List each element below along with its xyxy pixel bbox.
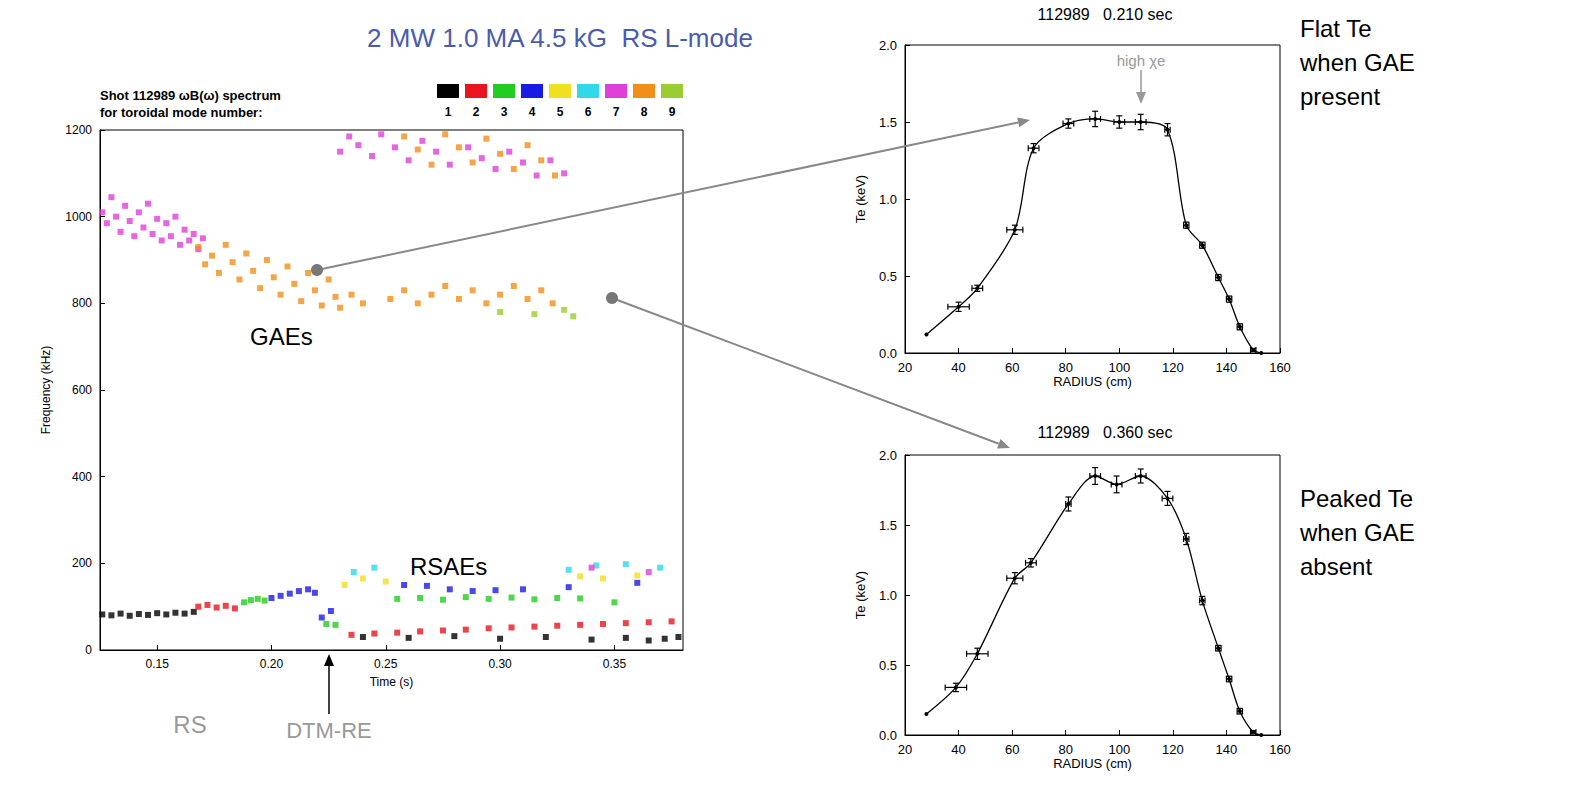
svg-text:0.30: 0.30 — [488, 657, 512, 671]
svg-text:112989 0.210 sec: 112989 0.210 sec — [1038, 6, 1173, 23]
svg-text:8: 8 — [641, 105, 648, 119]
svg-text:2.0: 2.0 — [879, 38, 897, 53]
svg-text:0.25: 0.25 — [374, 657, 398, 671]
svg-text:40: 40 — [951, 742, 965, 757]
svg-text:20: 20 — [898, 742, 912, 757]
svg-text:7: 7 — [613, 105, 620, 119]
svg-text:0.20: 0.20 — [260, 657, 284, 671]
svg-text:DTM-RE: DTM-RE — [286, 718, 372, 743]
svg-text:1.0: 1.0 — [879, 588, 897, 603]
svg-text:absent: absent — [1300, 553, 1372, 580]
svg-text:120: 120 — [1162, 360, 1184, 375]
svg-text:1: 1 — [445, 105, 452, 119]
svg-text:80: 80 — [1058, 360, 1072, 375]
svg-text:4: 4 — [529, 105, 536, 119]
svg-text:Te (keV): Te (keV) — [853, 175, 868, 223]
svg-text:0.0: 0.0 — [879, 346, 897, 361]
svg-text:Shot 112989 ωB(ω) spectrum: Shot 112989 ωB(ω) spectrum — [100, 88, 281, 103]
svg-text:RADIUS (cm): RADIUS (cm) — [1053, 374, 1132, 389]
svg-text:40: 40 — [951, 360, 965, 375]
svg-text:0.5: 0.5 — [879, 269, 897, 284]
svg-text:present: present — [1300, 83, 1380, 110]
svg-text:160: 160 — [1269, 742, 1291, 757]
svg-text:200: 200 — [72, 556, 92, 570]
svg-text:Peaked Te: Peaked Te — [1300, 485, 1413, 512]
svg-text:60: 60 — [1005, 742, 1019, 757]
svg-text:20: 20 — [898, 360, 912, 375]
svg-text:160: 160 — [1269, 360, 1291, 375]
svg-text:2: 2 — [473, 105, 480, 119]
svg-text:0.5: 0.5 — [879, 658, 897, 673]
svg-text:1000: 1000 — [65, 210, 92, 224]
svg-text:6: 6 — [585, 105, 592, 119]
svg-text:60: 60 — [1005, 360, 1019, 375]
svg-text:0: 0 — [85, 643, 92, 657]
svg-text:0.35: 0.35 — [603, 657, 627, 671]
svg-text:for toroidal mode number:: for toroidal mode number: — [100, 105, 263, 120]
svg-text:high χe: high χe — [1117, 52, 1166, 69]
svg-text:2.0: 2.0 — [879, 448, 897, 463]
svg-text:Frequency (kHz): Frequency (kHz) — [39, 346, 53, 435]
svg-text:5: 5 — [557, 105, 564, 119]
svg-text:140: 140 — [1216, 360, 1238, 375]
svg-text:0.0: 0.0 — [879, 728, 897, 743]
svg-text:120: 120 — [1162, 742, 1184, 757]
svg-text:2 MW 1.0 MA 4.5 kG RS L-mode: 2 MW 1.0 MA 4.5 kG RS L-mode — [367, 23, 753, 53]
svg-text:112989 0.360 sec: 112989 0.360 sec — [1038, 424, 1173, 441]
svg-text:RADIUS (cm): RADIUS (cm) — [1053, 756, 1132, 771]
svg-text:100: 100 — [1108, 742, 1130, 757]
svg-text:400: 400 — [72, 470, 92, 484]
svg-text:Time (s): Time (s) — [370, 675, 414, 689]
svg-text:Te (keV): Te (keV) — [853, 571, 868, 619]
svg-text:100: 100 — [1108, 360, 1130, 375]
svg-text:RSAEs: RSAEs — [410, 553, 487, 580]
svg-text:Flat Te: Flat Te — [1300, 15, 1372, 42]
svg-text:3: 3 — [501, 105, 508, 119]
svg-text:1200: 1200 — [65, 123, 92, 137]
svg-text:GAEs: GAEs — [250, 323, 313, 350]
svg-text:0.15: 0.15 — [145, 657, 169, 671]
svg-text:9: 9 — [669, 105, 676, 119]
svg-text:140: 140 — [1216, 742, 1238, 757]
svg-text:600: 600 — [72, 383, 92, 397]
svg-text:RS: RS — [173, 711, 206, 738]
svg-text:1.0: 1.0 — [879, 192, 897, 207]
svg-text:when GAE: when GAE — [1299, 49, 1415, 76]
svg-text:when GAE: when GAE — [1299, 519, 1415, 546]
svg-text:80: 80 — [1058, 742, 1072, 757]
svg-text:1.5: 1.5 — [879, 518, 897, 533]
svg-text:1.5: 1.5 — [879, 115, 897, 130]
svg-text:800: 800 — [72, 296, 92, 310]
